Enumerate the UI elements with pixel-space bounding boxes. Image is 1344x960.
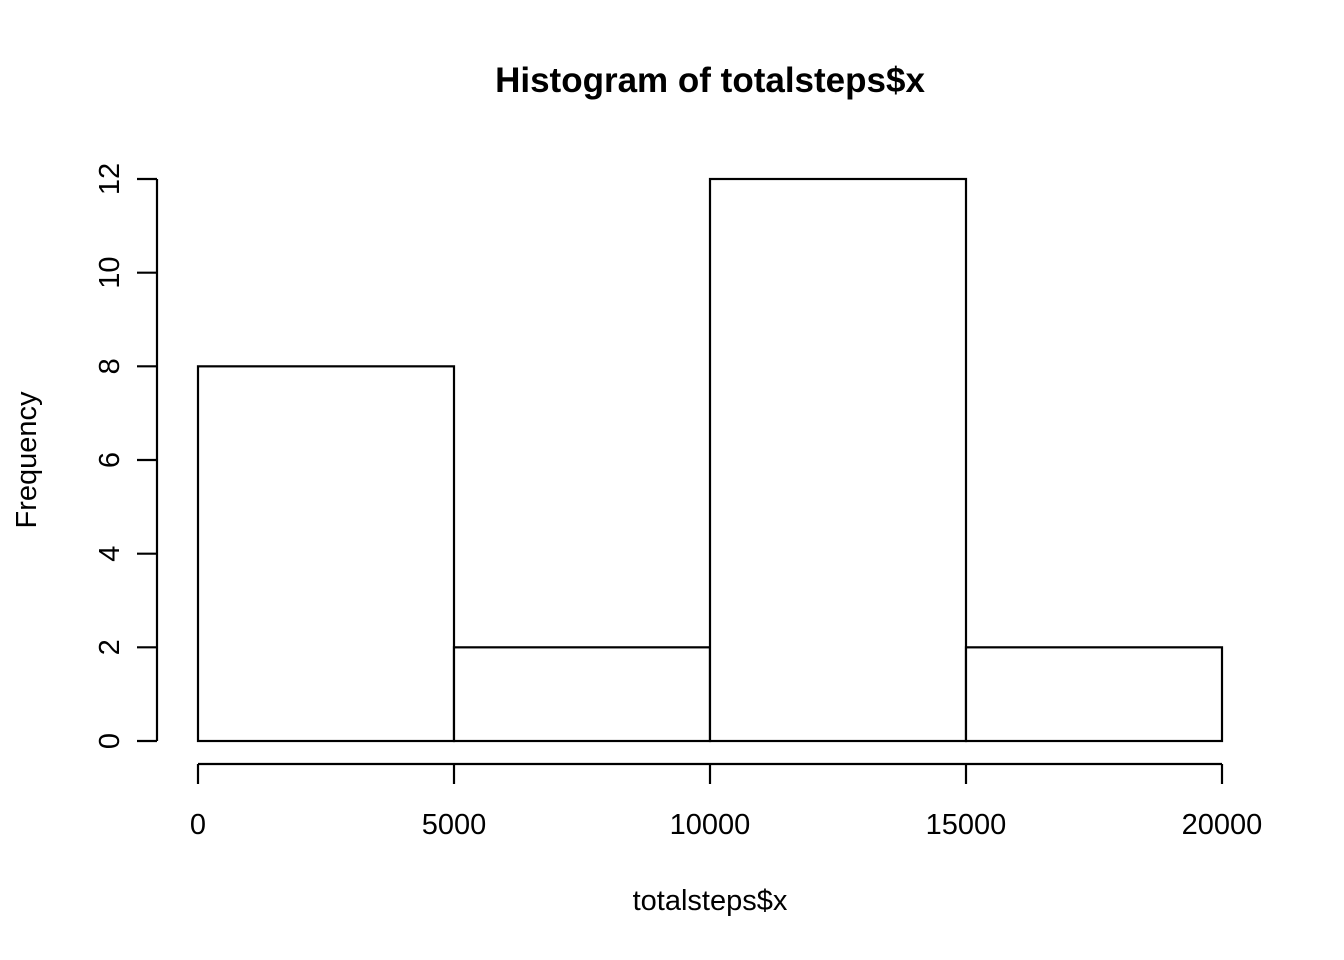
x-axis-label: totalsteps$x bbox=[633, 885, 788, 917]
x-tick-label-3: 15000 bbox=[926, 809, 1007, 841]
histogram-bar-0 bbox=[196, 365, 456, 743]
y-tick-label-4: 8 bbox=[94, 358, 126, 374]
chart-title: Histogram of totalsteps$x bbox=[495, 61, 925, 100]
y-tick-label-5: 10 bbox=[94, 257, 126, 289]
bars-group bbox=[196, 177, 1224, 743]
x-tick-label-2: 10000 bbox=[670, 809, 751, 841]
y-tick-label-1: 2 bbox=[94, 639, 126, 655]
histogram-bar-3 bbox=[964, 646, 1224, 743]
histogram-bar-1 bbox=[452, 646, 712, 743]
x-tick-label-0: 0 bbox=[190, 809, 206, 841]
y-axis: 0 2 4 6 8 10 12 bbox=[94, 163, 159, 749]
y-axis-label: Frequency bbox=[11, 391, 43, 529]
y-tick-label-3: 6 bbox=[94, 452, 126, 468]
histogram-bar-2 bbox=[708, 177, 968, 743]
y-tick-label-0: 0 bbox=[94, 733, 126, 749]
x-axis: 0 5000 10000 15000 20000 bbox=[190, 762, 1263, 841]
x-tick-label-4: 20000 bbox=[1182, 809, 1263, 841]
y-tick-label-6: 12 bbox=[94, 163, 126, 195]
y-tick-label-2: 4 bbox=[94, 546, 126, 562]
x-tick-label-1: 5000 bbox=[422, 809, 487, 841]
